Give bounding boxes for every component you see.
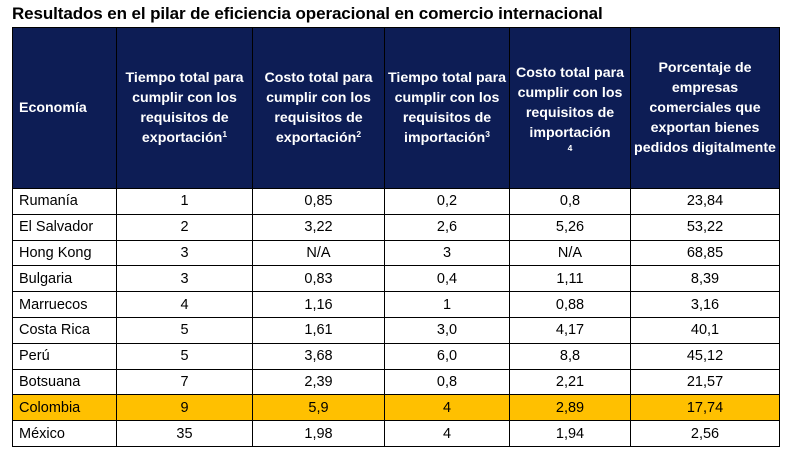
- cell-value: N/A: [509, 239, 631, 267]
- cell-value: 5: [116, 316, 253, 344]
- header-porcentaje-empresas: Porcentaje de empresas comerciales que e…: [630, 27, 780, 189]
- cell-value: 2,6: [384, 213, 510, 241]
- cell-value: 5,9: [252, 394, 385, 422]
- cell-value: 9: [116, 394, 253, 422]
- cell-value: 68,85: [630, 239, 780, 267]
- table-row: Colombia 9 5,9 4 2,89 17,74: [12, 394, 780, 422]
- cell-value: 3,22: [252, 213, 385, 241]
- cell-value: 4: [384, 420, 510, 447]
- cell-economy: Botsuana: [12, 368, 117, 396]
- cell-value: 7: [116, 368, 253, 396]
- table-row: México 35 1,98 4 1,94 2,56: [12, 420, 780, 447]
- cell-value: 23,84: [630, 188, 780, 215]
- cell-value: 8,8: [509, 342, 631, 370]
- cell-value: 2,21: [509, 368, 631, 396]
- cell-value: 5,26: [509, 213, 631, 241]
- header-costo-importacion: Costo total para cumplir con los requisi…: [509, 27, 631, 189]
- cell-value: 1,98: [252, 420, 385, 447]
- cell-value: 2,89: [509, 394, 631, 422]
- cell-value: 35: [116, 420, 253, 447]
- header-costo-exportacion: Costo total para cumplir con los requisi…: [252, 27, 385, 189]
- cell-value: 3: [384, 239, 510, 267]
- cell-economy: Perú: [12, 342, 117, 370]
- results-table: Economía Tiempo total para cumplir con l…: [12, 27, 780, 447]
- cell-value: 0,83: [252, 265, 385, 293]
- cell-value: 2,56: [630, 420, 780, 447]
- table-row: Bulgaria 3 0,83 0,4 1,11 8,39: [12, 265, 780, 293]
- cell-economy: Hong Kong: [12, 239, 117, 267]
- cell-economy: Bulgaria: [12, 265, 117, 293]
- cell-economy: Rumanía: [12, 188, 117, 215]
- cell-economy: Marruecos: [12, 291, 117, 318]
- cell-value: 0,88: [509, 291, 631, 318]
- cell-value: 1,11: [509, 265, 631, 293]
- header-economia: Economía: [12, 27, 117, 189]
- header-tiempo-importacion: Tiempo total para cumplir con los requis…: [384, 27, 510, 189]
- cell-value: 1,16: [252, 291, 385, 318]
- cell-value: 17,74: [630, 394, 780, 422]
- cell-value: 2,39: [252, 368, 385, 396]
- cell-value: 0,8: [509, 188, 631, 215]
- cell-value: 4,17: [509, 316, 631, 344]
- cell-value: 1: [384, 291, 510, 318]
- cell-value: N/A: [252, 239, 385, 267]
- cell-value: 3,68: [252, 342, 385, 370]
- cell-economy: Colombia: [12, 394, 117, 422]
- cell-economy: México: [12, 420, 117, 447]
- cell-value: 4: [116, 291, 253, 318]
- header-tiempo-exportacion: Tiempo total para cumplir con los requis…: [116, 27, 253, 189]
- cell-economy: Costa Rica: [12, 316, 117, 344]
- cell-value: 53,22: [630, 213, 780, 241]
- cell-value: 21,57: [630, 368, 780, 396]
- cell-value: 4: [384, 394, 510, 422]
- cell-value: 0,8: [384, 368, 510, 396]
- cell-value: 0,85: [252, 188, 385, 215]
- cell-value: 8,39: [630, 265, 780, 293]
- table-row: Marruecos 4 1,16 1 0,88 3,16: [12, 291, 780, 318]
- table-row: Botsuana 7 2,39 0,8 2,21 21,57: [12, 368, 780, 396]
- cell-value: 2: [116, 213, 253, 241]
- cell-value: 1: [116, 188, 253, 215]
- header-row: Economía Tiempo total para cumplir con l…: [12, 27, 780, 189]
- table-row: Rumanía 1 0,85 0,2 0,8 23,84: [12, 188, 780, 215]
- cell-value: 3: [116, 265, 253, 293]
- cell-value: 6,0: [384, 342, 510, 370]
- cell-value: 1,94: [509, 420, 631, 447]
- cell-economy: El Salvador: [12, 213, 117, 241]
- cell-value: 1,61: [252, 316, 385, 344]
- cell-value: 0,2: [384, 188, 510, 215]
- cell-value: 45,12: [630, 342, 780, 370]
- cell-value: 40,1: [630, 316, 780, 344]
- table-row: Costa Rica 5 1,61 3,0 4,17 40,1: [12, 316, 780, 344]
- table-row: El Salvador 2 3,22 2,6 5,26 53,22: [12, 213, 780, 241]
- cell-value: 0,4: [384, 265, 510, 293]
- cell-value: 3,16: [630, 291, 780, 318]
- cell-value: 3: [116, 239, 253, 267]
- cell-value: 3,0: [384, 316, 510, 344]
- cell-value: 5: [116, 342, 253, 370]
- table-row: Perú 5 3,68 6,0 8,8 45,12: [12, 342, 780, 370]
- table-row: Hong Kong 3 N/A 3 N/A 68,85: [12, 239, 780, 267]
- table-title: Resultados en el pilar de eficiencia ope…: [12, 4, 603, 23]
